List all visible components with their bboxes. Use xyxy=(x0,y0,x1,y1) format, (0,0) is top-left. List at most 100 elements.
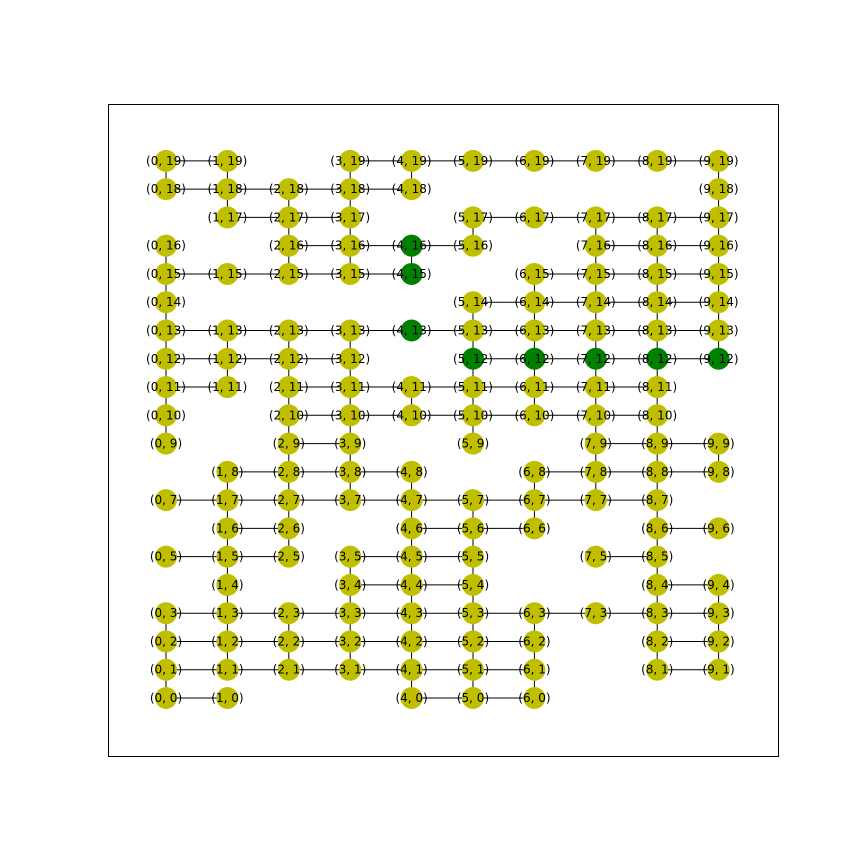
node-label: (8, 17) xyxy=(637,210,677,224)
node-marker xyxy=(339,602,362,625)
node-label: (5, 16) xyxy=(453,239,493,253)
node-label: (7, 14) xyxy=(576,295,616,309)
node-marker xyxy=(216,517,239,540)
node-marker xyxy=(646,630,669,653)
node-label: (3, 18) xyxy=(330,182,370,196)
node-marker xyxy=(216,489,239,512)
node-marker xyxy=(707,658,730,681)
node-marker xyxy=(523,687,546,709)
graph-node: (3, 8) xyxy=(334,460,366,483)
node-label: (9, 14) xyxy=(699,295,739,309)
graph-node: (3, 18) xyxy=(330,178,370,201)
node-marker xyxy=(216,630,239,653)
graph-node: (9, 12) xyxy=(699,347,739,370)
graph-node: (9, 15) xyxy=(699,262,739,285)
node-marker xyxy=(216,262,239,285)
node-label: (8, 15) xyxy=(637,267,677,281)
graph-node: (3, 1) xyxy=(334,658,366,681)
node-label: (3, 15) xyxy=(330,267,370,281)
graph-node: (3, 19) xyxy=(330,149,370,172)
graph-node: (9, 6) xyxy=(702,517,735,540)
graph-node: (2, 7) xyxy=(273,489,305,512)
node-marker xyxy=(216,347,239,370)
graph-node: (9, 8) xyxy=(702,460,735,483)
node-marker xyxy=(584,291,607,314)
node-label: (8, 11) xyxy=(637,380,677,394)
node-label: (4, 0) xyxy=(395,691,427,705)
graph-node: (6, 19) xyxy=(514,149,554,172)
node-label: (8, 6) xyxy=(641,521,673,535)
node-label: (0, 10) xyxy=(146,408,186,422)
node-label: (8, 9) xyxy=(641,437,673,451)
graph-node: (8, 15) xyxy=(637,262,677,285)
node-label: (3, 11) xyxy=(330,380,370,394)
graph-node: (5, 0) xyxy=(457,687,489,709)
node-label: (4, 8) xyxy=(395,465,427,479)
node-label: (8, 12) xyxy=(637,352,677,366)
node-marker xyxy=(707,460,730,483)
node-marker xyxy=(646,404,669,427)
node-marker xyxy=(462,206,484,229)
node-marker xyxy=(277,630,300,653)
graph-node: (9, 4) xyxy=(702,573,735,596)
graph-node: (0, 13) xyxy=(146,319,186,342)
plot-frame xyxy=(108,104,779,757)
graph-node: (8, 4) xyxy=(641,573,673,596)
node-marker xyxy=(707,206,730,229)
node-marker xyxy=(216,545,239,568)
node-marker xyxy=(400,658,423,681)
node-label: (2, 11) xyxy=(269,380,309,394)
node-marker xyxy=(400,602,423,625)
node-label: (2, 6) xyxy=(273,521,305,535)
graph-node: (2, 18) xyxy=(269,178,309,201)
graph-node: (9, 16) xyxy=(699,234,739,257)
graph-node: (6, 2) xyxy=(518,630,551,653)
graph-node: (1, 1) xyxy=(211,658,244,681)
graph-node: (5, 3) xyxy=(457,602,489,625)
node-label: (8, 7) xyxy=(641,493,673,507)
node-label: (0, 1) xyxy=(150,663,182,677)
node-label: (0, 5) xyxy=(150,550,182,564)
node-marker xyxy=(707,319,730,342)
node-marker xyxy=(646,319,669,342)
node-marker xyxy=(646,206,669,229)
node-marker xyxy=(339,206,362,229)
node-label: (5, 3) xyxy=(457,606,489,620)
node-marker-highlighted xyxy=(400,262,423,285)
graph-node: (2, 13) xyxy=(269,319,309,342)
node-marker xyxy=(646,234,669,257)
node-label: (6, 10) xyxy=(514,408,554,422)
graph-node: (6, 12) xyxy=(514,347,554,370)
node-label: (5, 19) xyxy=(453,154,493,168)
graph-node: (2, 2) xyxy=(273,630,305,653)
node-label: (3, 4) xyxy=(334,578,366,592)
node-label: (3, 17) xyxy=(330,210,370,224)
node-marker xyxy=(339,658,362,681)
node-label: (4, 10) xyxy=(392,408,432,422)
node-label: (0, 13) xyxy=(146,323,186,337)
graph-node: (2, 9) xyxy=(273,432,305,455)
node-marker xyxy=(277,347,300,370)
node-label: (0, 9) xyxy=(150,437,182,451)
node-label: (6, 17) xyxy=(514,210,554,224)
graph-node: (1, 6) xyxy=(211,517,244,540)
node-label: (6, 15) xyxy=(514,267,554,281)
node-marker xyxy=(155,404,177,427)
node-label: (2, 15) xyxy=(269,267,309,281)
node-marker xyxy=(400,630,423,653)
graph-node: (3, 5) xyxy=(334,545,366,568)
node-marker xyxy=(523,489,546,512)
node-marker xyxy=(584,545,607,568)
graph-node: (3, 4) xyxy=(334,573,366,596)
graph-node: (1, 12) xyxy=(207,347,247,370)
node-marker xyxy=(216,573,239,596)
graph-node: (8, 6) xyxy=(641,517,673,540)
node-label: (5, 7) xyxy=(457,493,489,507)
node-label: (9, 8) xyxy=(702,465,734,479)
node-label: (2, 8) xyxy=(273,465,305,479)
node-label: (8, 8) xyxy=(641,465,673,479)
node-label: (9, 3) xyxy=(702,606,734,620)
node-label: (3, 19) xyxy=(330,154,370,168)
graph-node: (5, 10) xyxy=(453,404,493,427)
node-label: (8, 1) xyxy=(641,663,673,677)
